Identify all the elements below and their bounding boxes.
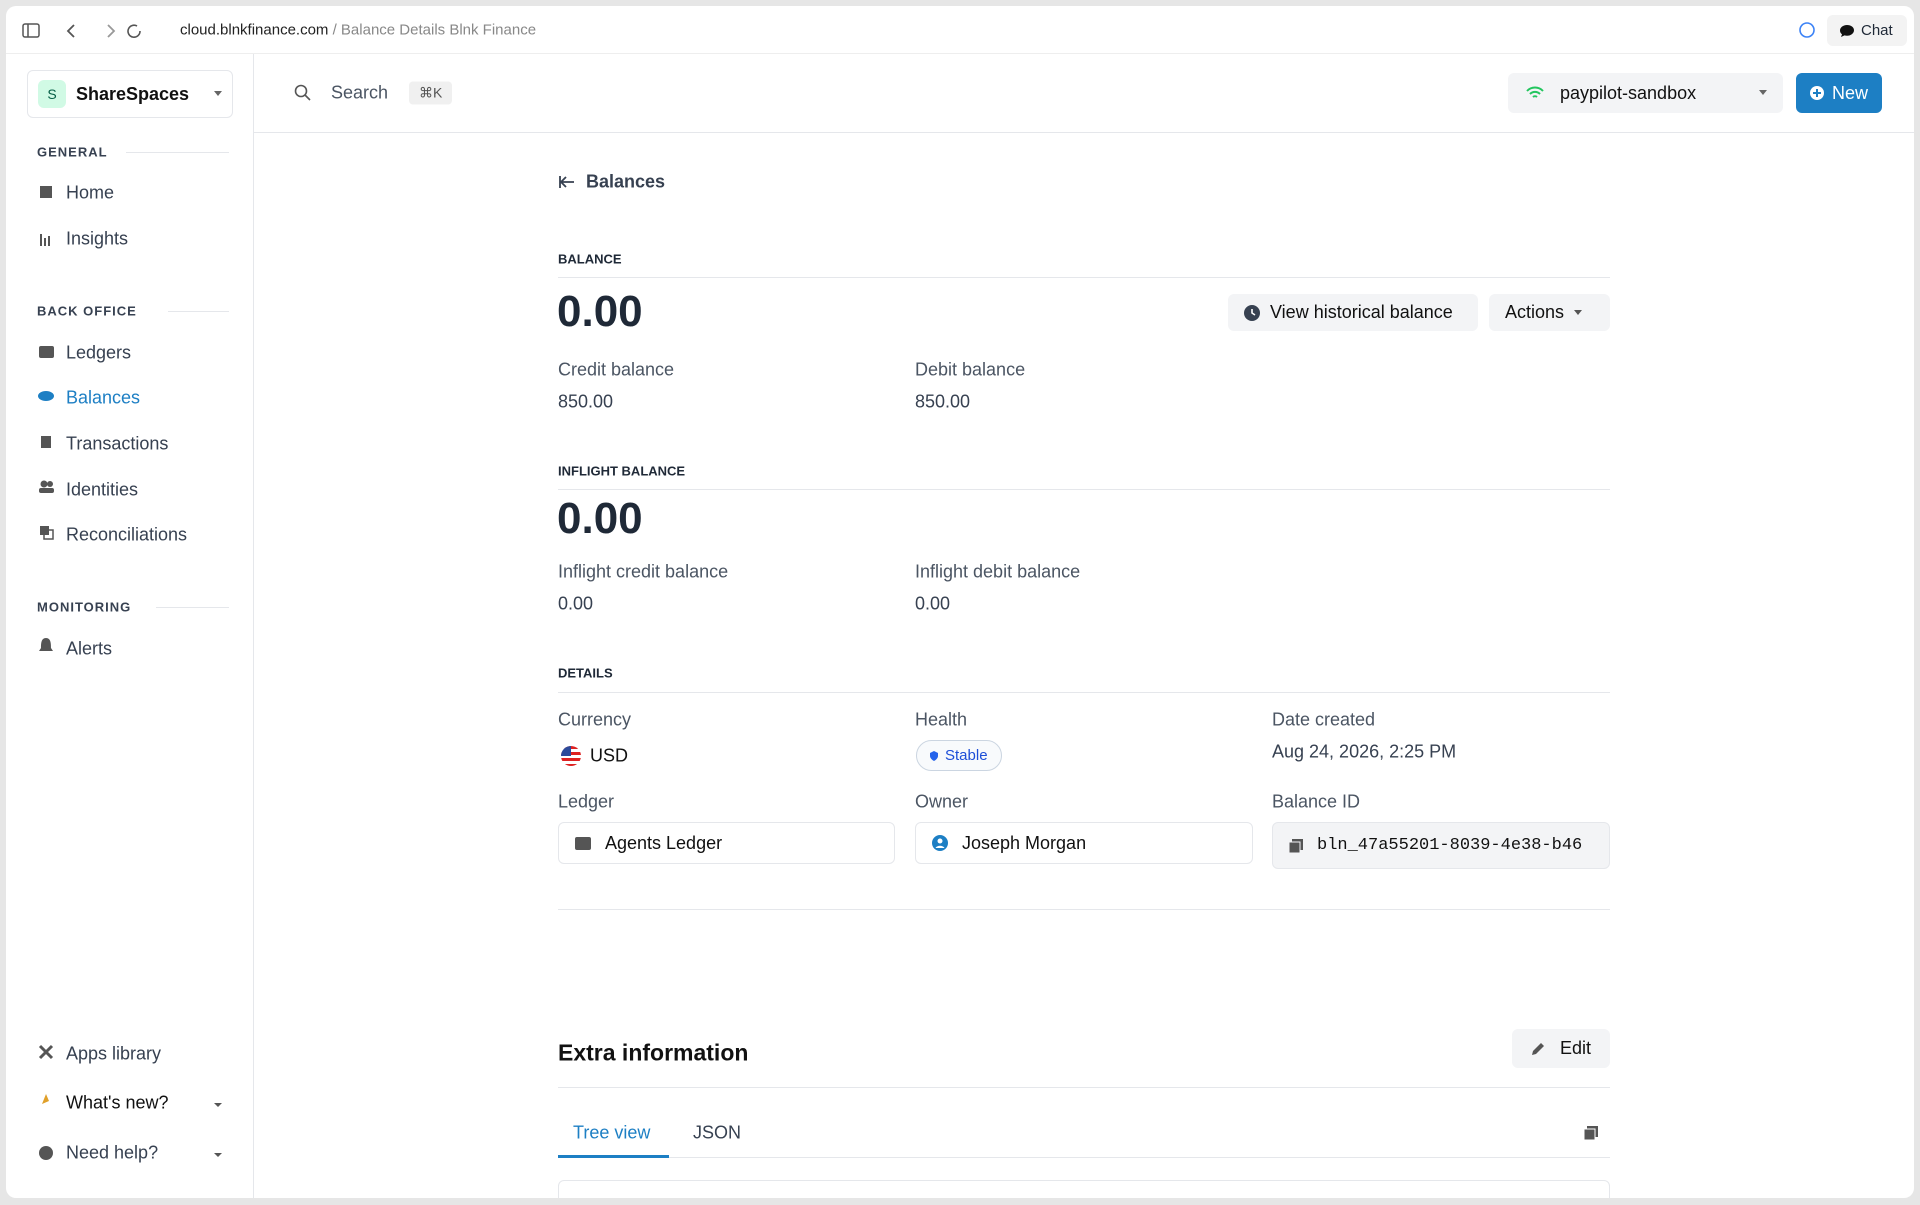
- edit-button[interactable]: Edit: [1512, 1029, 1610, 1068]
- field-value: 0.00: [915, 593, 951, 614]
- search[interactable]: Search: [331, 82, 389, 103]
- button-label: Edit: [1560, 1038, 1592, 1058]
- section-title: INFLIGHT BALANCE: [558, 463, 686, 479]
- tree-view-panel: [558, 1180, 1610, 1198]
- date-created: Aug 24, 2026, 2:25 PM: [1272, 741, 1457, 762]
- environment-name: paypilot-sandbox: [1560, 82, 1697, 103]
- window: cloud.blnkfinance.com / Balance Details …: [6, 6, 1914, 1198]
- button-label: Actions: [1505, 302, 1565, 322]
- nav-item[interactable]: Alerts: [66, 638, 113, 659]
- field-value: 0.00: [558, 593, 594, 614]
- inflight-amount: 0.00: [557, 494, 643, 543]
- search-icon: [294, 84, 311, 101]
- currency: USD: [590, 745, 629, 766]
- apps-library[interactable]: Apps library: [66, 1043, 162, 1064]
- new-label: New: [1832, 82, 1869, 103]
- browser-bar: [6, 6, 1914, 54]
- shortcut: ⌘K: [409, 81, 453, 105]
- field-label: Ledger: [558, 791, 615, 812]
- health-value: Stable: [945, 747, 988, 764]
- tab-title: / Balance Details Blnk Finance: [332, 21, 537, 39]
- field-label: Inflight debit balance: [915, 561, 1081, 582]
- section-title: DETAILS: [558, 665, 613, 681]
- field-label: Inflight credit balance: [558, 561, 729, 582]
- section-title: BALANCE: [558, 251, 622, 267]
- field-label: Owner: [915, 791, 969, 812]
- browser-controls[interactable]: [22, 22, 142, 40]
- view-historical-button[interactable]: View historical balance: [1228, 294, 1478, 331]
- ledger-link[interactable]: Agents Ledger: [558, 822, 895, 864]
- address[interactable]: cloud.blnkfinance.com / Balance Details …: [180, 22, 536, 39]
- owner-link[interactable]: Joseph Morgan: [915, 822, 1253, 864]
- section-title: BACK OFFICE: [37, 303, 137, 319]
- health-badge: Stable: [916, 740, 1002, 771]
- nav-item[interactable]: Ledgers: [66, 342, 132, 363]
- field-label: Health: [915, 709, 968, 730]
- nav-item[interactable]: Transactions: [66, 433, 169, 454]
- tab-active[interactable]: Tree view: [573, 1122, 651, 1143]
- tab-underline: [558, 1155, 669, 1158]
- balance-id-value: bln_47a55201-8039-4e38-b46: [1317, 836, 1583, 855]
- nav-icons: [38, 186, 54, 651]
- flag-icon: [561, 746, 581, 766]
- field-value: 850.00: [558, 391, 614, 412]
- button-label: View historical balance: [1270, 302, 1453, 322]
- back-link[interactable]: Balances: [586, 171, 666, 192]
- nav-item[interactable]: Identities: [66, 479, 139, 500]
- back-icon: [559, 176, 574, 188]
- need-help[interactable]: Need help?: [66, 1142, 159, 1163]
- chat-button[interactable]: Chat: [1827, 15, 1907, 46]
- extra-title: Extra information: [558, 1039, 749, 1066]
- workspace-name: ShareSpaces: [76, 83, 190, 104]
- field-label: Currency: [558, 709, 632, 730]
- nav-item[interactable]: Home: [66, 182, 115, 203]
- url: cloud.blnkfinance.com: [180, 21, 329, 39]
- field-value: 850.00: [915, 391, 971, 412]
- chat-label: Chat: [1861, 22, 1893, 39]
- whats-new[interactable]: What's new?: [66, 1092, 169, 1113]
- owner-name: Joseph Morgan: [962, 832, 1087, 853]
- field-label: Date created: [1272, 709, 1376, 730]
- actions-button[interactable]: Actions: [1489, 294, 1610, 331]
- section-title: MONITORING: [37, 599, 132, 615]
- sidebar: [6, 54, 254, 1198]
- footer-icons: [38, 1044, 222, 1160]
- copy-icon[interactable]: [1584, 1126, 1598, 1140]
- new-button[interactable]: New: [1796, 73, 1882, 113]
- nav-item[interactable]: Reconciliations: [66, 524, 188, 545]
- balance-id[interactable]: bln_47a55201-8039-4e38-b46: [1272, 822, 1610, 869]
- section-title: GENERAL: [37, 144, 108, 160]
- balance-amount: 0.00: [557, 287, 643, 336]
- extension-icon[interactable]: [1798, 21, 1818, 41]
- workspace-switcher[interactable]: S ShareSpaces: [27, 70, 233, 118]
- field-label: Debit balance: [915, 359, 1026, 380]
- workspace-avatar: S: [38, 80, 66, 108]
- nav-item[interactable]: Insights: [66, 228, 129, 249]
- tab[interactable]: JSON: [693, 1122, 742, 1143]
- environment-switcher[interactable]: paypilot-sandbox: [1508, 73, 1783, 113]
- field-label: Balance ID: [1272, 791, 1361, 812]
- ledger-name: Agents Ledger: [605, 832, 723, 853]
- field-label: Credit balance: [558, 359, 675, 380]
- nav-item-active[interactable]: Balances: [66, 387, 141, 408]
